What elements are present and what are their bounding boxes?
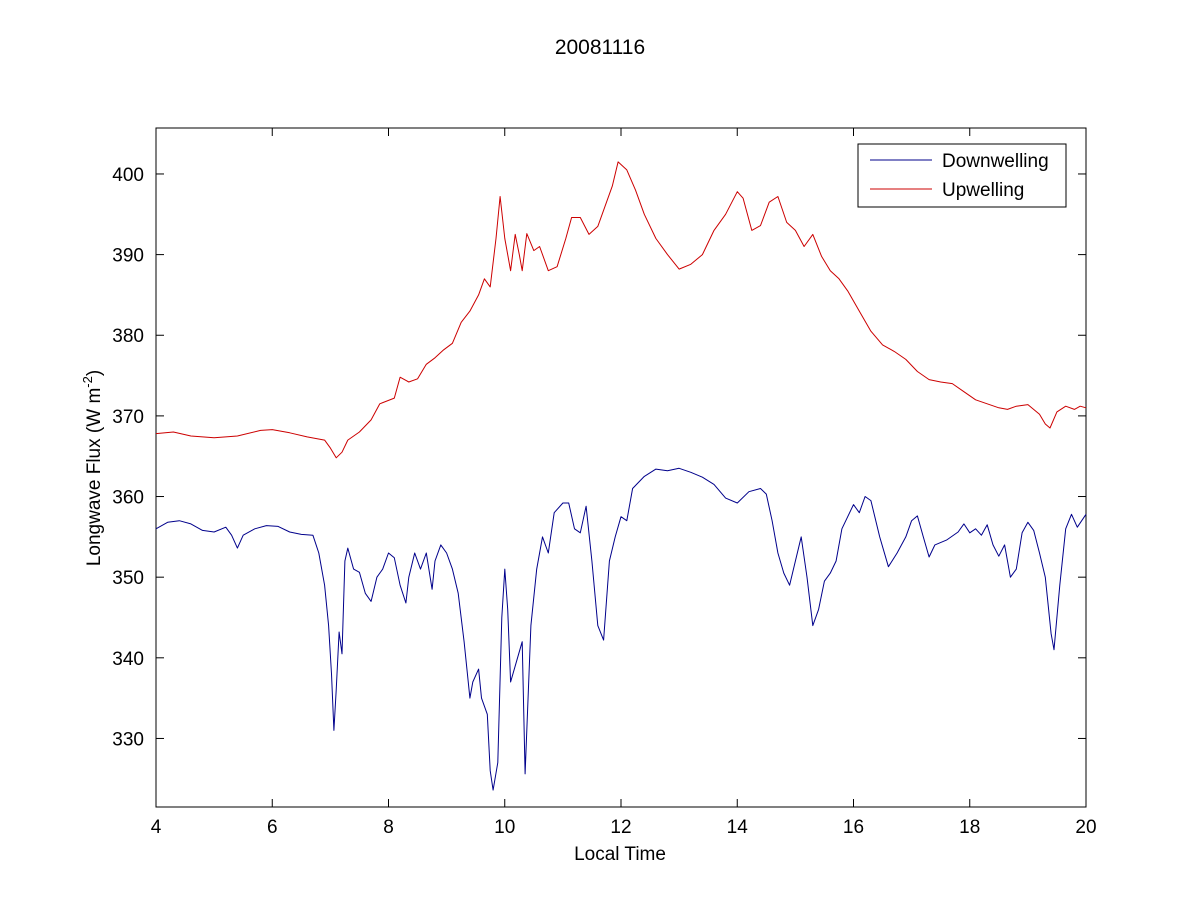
y-tick-label: 400	[112, 165, 144, 186]
y-axis-label-close: )	[84, 370, 105, 376]
x-tick-label: 14	[727, 817, 749, 838]
y-tick-label: 390	[112, 246, 144, 267]
series-layer	[155, 161, 1087, 791]
y-axis-label-superscript: -2	[80, 376, 95, 388]
y-tick-label: 330	[112, 729, 144, 750]
y-tick-label: 340	[112, 649, 144, 670]
x-tick-label: 18	[959, 817, 980, 838]
x-tick-label: 12	[610, 817, 631, 838]
series-line-upwelling	[155, 161, 1087, 459]
x-axis-label: Local Time	[574, 844, 666, 865]
x-tick-label: 16	[843, 817, 864, 838]
x-axis: 4 6 8 10 12 14 16 18 20	[151, 128, 1097, 838]
x-tick-label: 6	[267, 817, 278, 838]
y-tick-label: 380	[112, 326, 144, 347]
y-tick-label: 360	[112, 488, 144, 509]
legend: Downwelling Upwelling	[857, 143, 1067, 208]
x-tick-label: 8	[383, 817, 394, 838]
legend-box	[857, 143, 1067, 208]
chart-title: 20081116	[555, 36, 645, 59]
series-line-downwelling	[155, 467, 1087, 791]
y-axis: 330 340 350 360 370 380 390 400	[112, 165, 1086, 750]
legend-label-downwelling: Downwelling	[942, 151, 1049, 172]
y-tick-label: 370	[112, 407, 144, 428]
y-axis-label: Longwave Flux (W m-2)	[80, 370, 105, 566]
legend-label-upwelling: Upwelling	[942, 180, 1024, 201]
x-tick-label: 20	[1075, 817, 1096, 838]
plot-area	[155, 127, 1087, 808]
y-axis-label-main: Longwave Flux (W m	[84, 388, 105, 566]
y-tick-label: 350	[112, 568, 144, 589]
x-tick-label: 10	[494, 817, 515, 838]
x-tick-label: 4	[151, 817, 162, 838]
